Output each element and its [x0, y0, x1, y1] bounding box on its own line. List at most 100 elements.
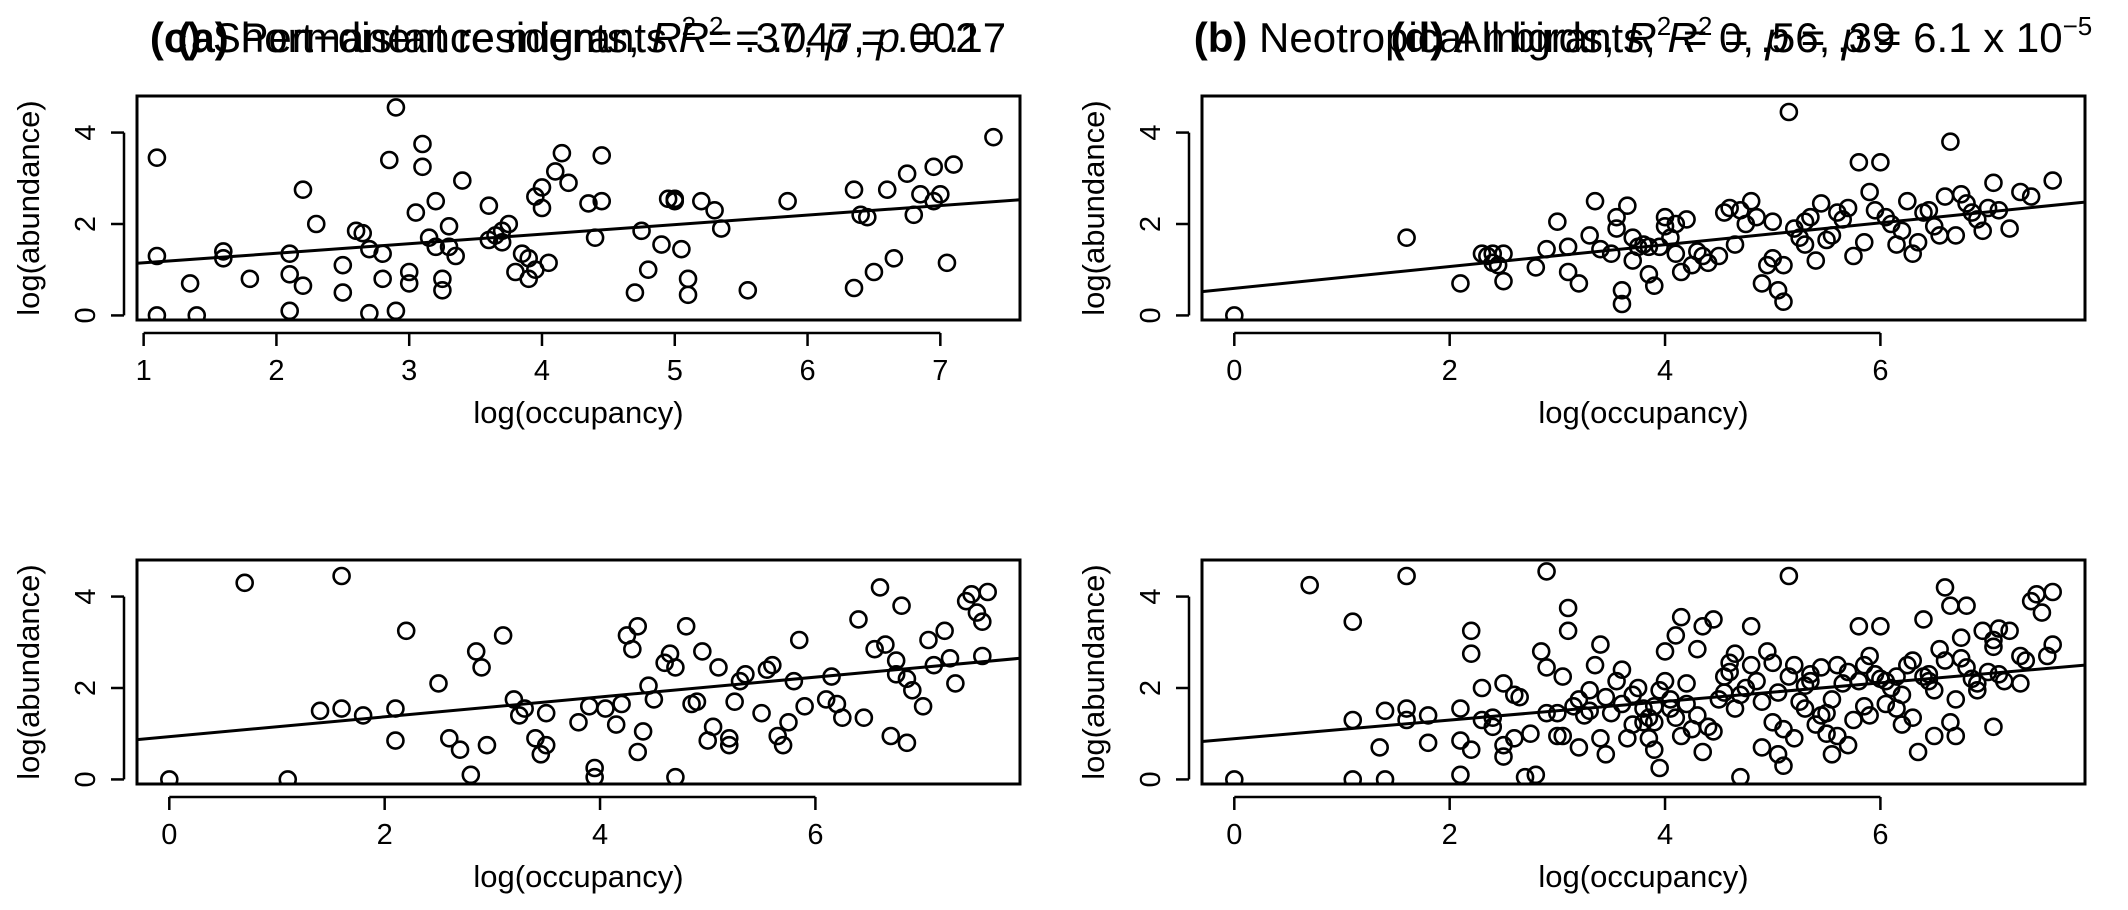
data-point	[1741, 616, 1761, 636]
data-point	[1666, 626, 1686, 645]
data-point	[625, 283, 645, 302]
data-point	[2011, 646, 2030, 666]
y-tick-label: 2	[1135, 680, 1167, 696]
r2-superscript: 2	[1698, 11, 1712, 41]
data-point	[1601, 244, 1621, 264]
data-point	[1580, 226, 1599, 245]
data-point	[1494, 271, 1513, 291]
data-point	[1537, 239, 1556, 259]
x-tick-label: 2	[1442, 819, 1458, 851]
data-point	[676, 616, 696, 636]
y-tick-label: 4	[1135, 589, 1167, 605]
data-point	[1994, 671, 2014, 691]
data-point	[1951, 184, 1971, 204]
data-point	[2043, 171, 2062, 190]
data-point	[532, 198, 552, 218]
data-point	[870, 578, 890, 597]
data-point	[1375, 770, 1395, 784]
plot-frame	[135, 94, 1022, 322]
data-point	[1650, 758, 1669, 778]
y-tick-label: 0	[70, 771, 102, 787]
plot-frame	[1200, 94, 2087, 322]
data-point	[1779, 566, 1799, 586]
x-tick-label: 6	[799, 355, 815, 387]
plot-frame	[1200, 558, 2087, 786]
data-point	[1774, 255, 1793, 275]
data-point	[1914, 610, 1933, 629]
equals: =	[900, 14, 948, 61]
y-axis-label: log(abundance)	[1076, 564, 1111, 779]
data-point	[931, 184, 950, 204]
data-point	[2000, 621, 2019, 641]
data-point	[849, 610, 868, 629]
data-point	[353, 223, 373, 243]
data-point	[1607, 219, 1626, 238]
data-point	[1596, 687, 1616, 707]
data-point	[1644, 712, 1664, 732]
data-point	[1973, 221, 1993, 241]
equals: =	[1865, 14, 1913, 61]
data-point	[886, 651, 906, 670]
data-point	[1854, 232, 1874, 252]
data-point	[1747, 671, 1766, 691]
data-point	[1849, 616, 1869, 636]
equals: =	[849, 14, 897, 61]
data-point	[1763, 653, 1783, 673]
data-point	[944, 155, 963, 174]
data-point	[1871, 669, 1890, 689]
data-point	[1898, 191, 1917, 211]
x-axis-label: log(occupancy)	[473, 395, 683, 430]
data-point	[379, 150, 399, 170]
data-point	[1876, 694, 1896, 714]
data-point	[652, 235, 671, 254]
data-point	[1768, 683, 1788, 702]
p-symbol: p	[874, 14, 899, 61]
data-point	[426, 191, 446, 211]
data-point	[984, 127, 1003, 147]
data-point	[426, 237, 446, 257]
data-point	[1741, 655, 1761, 675]
panel-c: (c) Short−distance migrants R2 = .047, p…	[11, 11, 1022, 894]
data-point	[439, 216, 459, 236]
y-tick-label: 2	[1135, 216, 1167, 232]
data-point	[1558, 598, 1578, 618]
data-point	[1639, 237, 1659, 257]
data-point	[1838, 198, 1858, 218]
data-point	[1370, 738, 1389, 757]
data-point	[1531, 642, 1551, 661]
data-point	[214, 248, 233, 268]
data-point	[1666, 244, 1686, 264]
data-point	[1580, 701, 1599, 721]
data-point	[1930, 639, 1949, 659]
data-point	[1957, 596, 1976, 616]
data-point	[795, 696, 814, 716]
data-point	[1397, 710, 1416, 730]
data-point	[2038, 646, 2057, 666]
data-point	[413, 134, 432, 154]
x-tick-label: 3	[401, 355, 417, 387]
data-point	[293, 276, 313, 296]
data-point	[865, 639, 884, 659]
data-point	[1677, 210, 1696, 229]
data-point	[386, 699, 405, 718]
data-point	[1472, 678, 1492, 698]
data-point	[738, 280, 758, 300]
data-point	[913, 696, 933, 716]
x-tick-label: 4	[534, 355, 550, 387]
data-point	[280, 301, 299, 320]
data-point	[1451, 731, 1470, 750]
data-point	[1483, 708, 1503, 728]
data-point	[967, 603, 987, 622]
data-point	[1655, 216, 1675, 236]
data-point	[1693, 742, 1713, 762]
data-point	[1515, 767, 1535, 784]
data-point	[628, 616, 648, 636]
data-point	[709, 658, 728, 677]
data-point	[472, 658, 491, 677]
data-point	[332, 566, 351, 586]
data-point	[1731, 685, 1750, 705]
regression-line	[1202, 200, 2085, 294]
data-point	[1752, 692, 1772, 712]
data-point	[180, 274, 200, 293]
data-point	[147, 246, 167, 266]
